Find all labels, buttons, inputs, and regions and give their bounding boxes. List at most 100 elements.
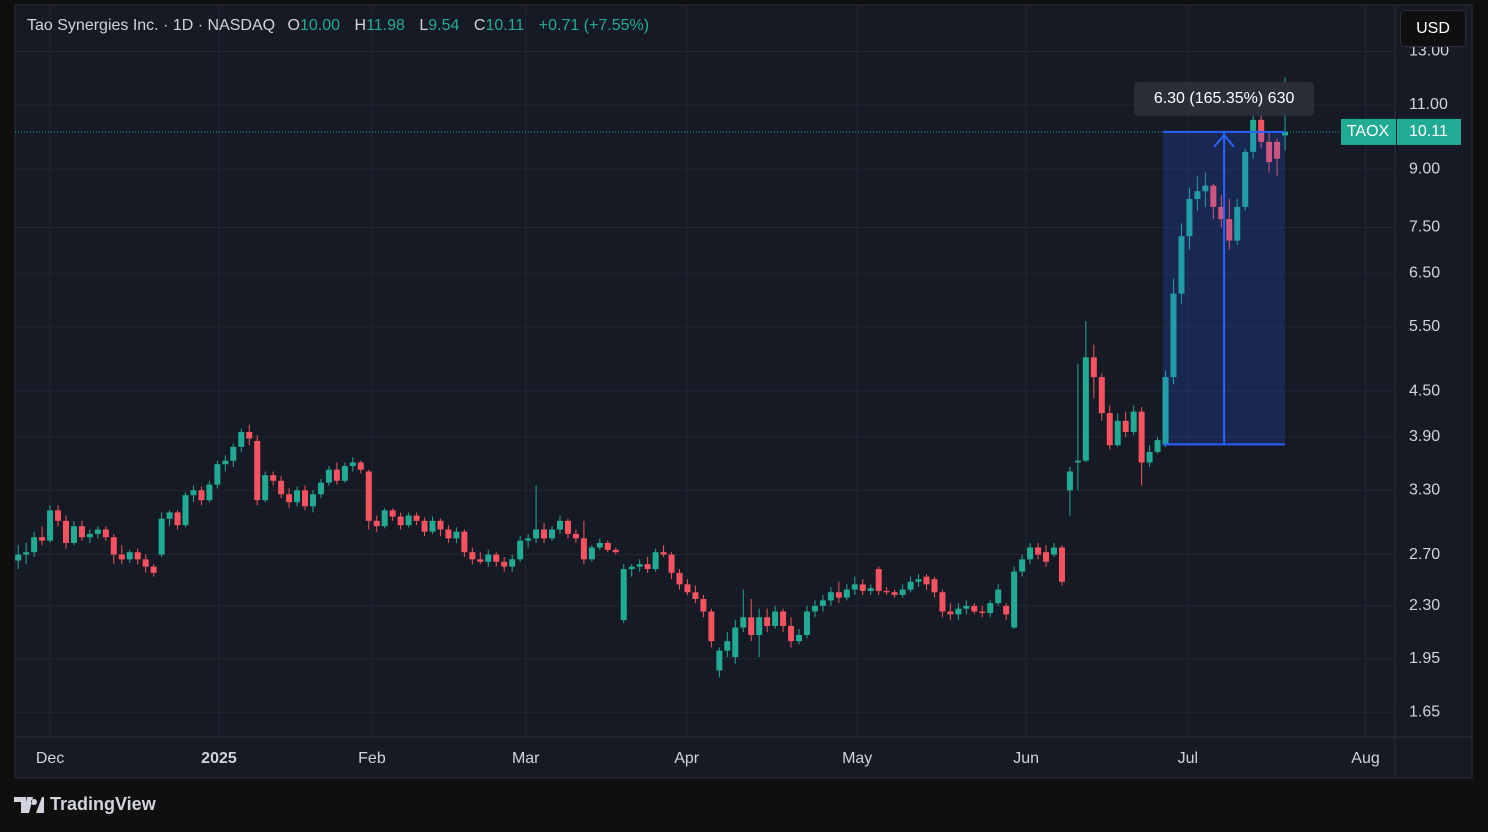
- candle-body: [477, 559, 484, 562]
- candle-body: [923, 576, 930, 585]
- candle-body: [1226, 219, 1233, 241]
- candle-body: [533, 529, 540, 539]
- symbol-title: Tao Synergies Inc. · 1D · NASDAQ: [27, 17, 276, 34]
- symbol-label: TAOX: [1347, 123, 1390, 140]
- candle-body: [612, 549, 619, 553]
- candle-body: [373, 520, 380, 527]
- candle-body: [421, 520, 428, 532]
- candle-body: [748, 617, 755, 636]
- candle-body: [843, 589, 850, 598]
- change-value: +0.71 (+7.55%): [538, 17, 650, 34]
- candle-body: [780, 611, 787, 626]
- candle-body: [636, 564, 643, 567]
- candle-body: [740, 617, 747, 628]
- y-tick-label: 6.50: [1409, 265, 1440, 282]
- candle-body: [405, 515, 412, 526]
- candle-body: [469, 552, 476, 560]
- candle-body: [764, 617, 771, 626]
- candle-body: [955, 608, 962, 615]
- chart: 1.65 1.95 2.30 2.70 3.30 3.90 4.50 5.50 6.50 7.50…: [14, 4, 1473, 779]
- y-tick-label: 2.70: [1409, 546, 1440, 563]
- candle-body: [182, 495, 189, 526]
- y-tick-label: 3.90: [1409, 428, 1440, 445]
- candle-body: [1202, 185, 1209, 192]
- candle-body: [899, 589, 906, 595]
- candle-body: [309, 494, 316, 507]
- x-tick-label: Jul: [1178, 750, 1198, 767]
- candle-body: [517, 540, 524, 560]
- candle-body: [684, 584, 691, 593]
- candle-body: [23, 552, 30, 555]
- candle-body: [947, 611, 954, 615]
- candle-body: [1250, 119, 1257, 152]
- candle-body: [278, 480, 285, 495]
- x-tick-label: Jun: [1013, 750, 1039, 767]
- candle-body: [963, 605, 970, 609]
- candle-body: [1210, 185, 1217, 207]
- candle-body: [1082, 357, 1089, 461]
- candle-body: [541, 529, 548, 539]
- measure-label: 6.30 (165.35%) 630: [1154, 90, 1295, 107]
- overlay: TAOX 10.11 6.30 (165.35%) 630: [15, 81, 1461, 446]
- candle-body: [596, 542, 603, 548]
- candle-body: [1098, 377, 1105, 414]
- y-tick-label: 11.00: [1409, 96, 1448, 113]
- open-key: O: [287, 17, 300, 34]
- candle-body: [509, 559, 516, 567]
- candle-body: [716, 650, 723, 671]
- candle-body: [1035, 547, 1042, 555]
- candle-body: [190, 490, 197, 496]
- candle-body: [325, 469, 332, 483]
- candle-body: [1154, 440, 1161, 452]
- high-key: H: [354, 17, 367, 34]
- candle-body: [110, 537, 117, 555]
- candle-body: [867, 588, 874, 591]
- candle-body: [819, 600, 826, 606]
- y-tick-label: 7.50: [1409, 219, 1440, 236]
- candle-body: [1050, 547, 1057, 555]
- candle-body: [644, 564, 651, 570]
- candle-body: [1242, 151, 1249, 207]
- candle-body: [1170, 293, 1177, 378]
- candle-body: [15, 554, 22, 561]
- candle-body: [174, 512, 181, 526]
- candle-body: [485, 554, 492, 562]
- candle-body: [1162, 377, 1169, 446]
- candle-body: [1282, 131, 1289, 136]
- candle-body: [1218, 206, 1225, 220]
- candle-body: [47, 510, 54, 541]
- candle-body: [556, 520, 563, 530]
- candle-body: [118, 554, 125, 560]
- candle-body: [365, 471, 372, 521]
- candle-body: [501, 561, 508, 567]
- y-tick-label: 3.30: [1409, 482, 1440, 499]
- candle-body: [708, 611, 715, 642]
- candle-body: [1146, 451, 1153, 463]
- low-value: 9.54: [428, 17, 460, 34]
- candle-body: [564, 520, 571, 534]
- grid: 1.65 1.95 2.30 2.70 3.30 3.90 4.50 5.50 6.50 7.50…: [15, 5, 1449, 767]
- candle-body: [1258, 119, 1265, 142]
- candle-body: [883, 590, 890, 593]
- y-tick-label: 9.00: [1409, 160, 1440, 177]
- candle-body: [341, 466, 348, 481]
- currency-button[interactable]: USD: [1400, 10, 1466, 47]
- candle-body: [756, 617, 763, 636]
- x-tick-label: Dec: [36, 750, 64, 767]
- x-tick-label: Apr: [674, 750, 700, 767]
- candle-body: [772, 611, 779, 626]
- candle-body: [1194, 191, 1201, 199]
- brand-logo: [14, 796, 44, 813]
- candle-body: [206, 484, 213, 501]
- candle-body: [588, 547, 595, 560]
- candle-body: [1106, 413, 1113, 446]
- candle-body: [413, 515, 420, 521]
- measure-label-bg: [1134, 81, 1315, 116]
- candle-body: [987, 603, 994, 613]
- candle-body: [1043, 552, 1050, 562]
- candle-body: [349, 462, 356, 467]
- candle-body: [142, 559, 149, 567]
- candle-body: [198, 490, 205, 501]
- candle-body: [166, 512, 173, 519]
